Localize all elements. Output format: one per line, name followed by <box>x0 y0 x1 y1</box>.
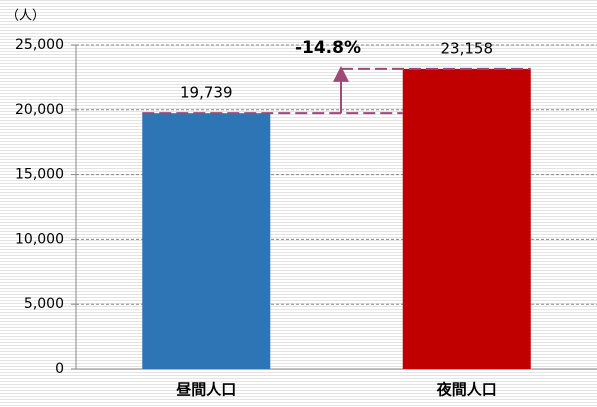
y-tick-label: 5,000 <box>24 296 64 312</box>
data-label: 19,739 <box>180 84 233 102</box>
x-tick-label: 夜間人口 <box>436 381 497 399</box>
bar <box>402 68 531 370</box>
y-unit-label: （人） <box>6 9 45 24</box>
bar <box>142 113 271 370</box>
y-tick-label: 25,000 <box>15 37 64 53</box>
annotation: -14.8% <box>295 38 361 58</box>
x-tick-label: 昼間人口 <box>176 381 236 399</box>
y-tick-label: 20,000 <box>15 102 64 118</box>
y-tick-label: 15,000 <box>15 167 64 183</box>
data-label: 23,158 <box>441 39 494 57</box>
y-tick-label: 0 <box>55 361 64 377</box>
y-tick-label: 10,000 <box>15 231 64 247</box>
